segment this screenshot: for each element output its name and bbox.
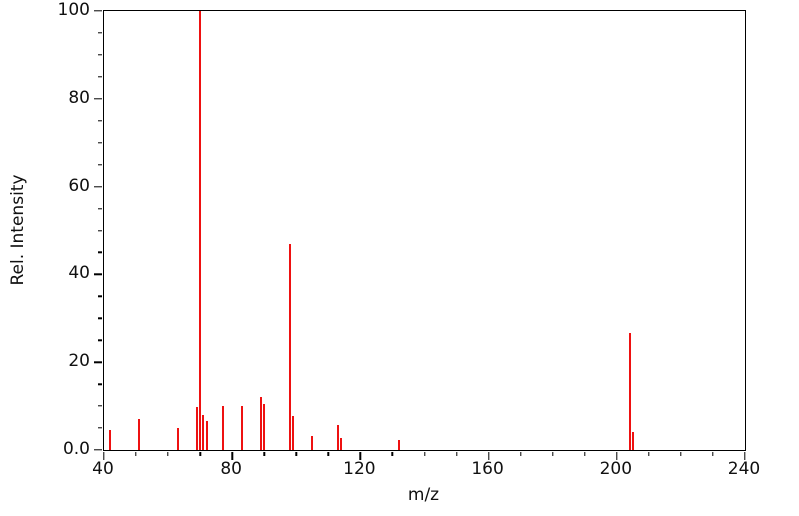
x-minor-tick <box>167 451 169 457</box>
y-minor-tick <box>97 251 103 254</box>
x-major-tick <box>744 451 746 460</box>
x-minor-tick <box>648 451 650 457</box>
y-tick-label: 40 <box>68 263 90 284</box>
x-tick-label: 200 <box>599 459 633 479</box>
y-tick-label: 0.0 <box>62 439 90 459</box>
x-axis-title: m/z <box>407 485 440 505</box>
y-minor-tick <box>97 163 103 166</box>
x-major-tick <box>616 451 618 460</box>
y-minor-tick <box>97 405 103 407</box>
y-minor-tick <box>97 295 103 298</box>
x-minor-tick <box>680 451 682 457</box>
x-tick-label: 40 <box>92 459 114 479</box>
spectrum-peak <box>631 431 634 450</box>
x-minor-tick <box>327 451 330 457</box>
y-minor-tick <box>97 229 103 232</box>
x-minor-tick <box>712 451 714 457</box>
spectrum-peak <box>138 418 141 450</box>
x-minor-tick <box>295 451 297 457</box>
y-minor-tick <box>97 207 103 210</box>
y-major-tick <box>94 98 103 100</box>
y-tick-label: 20 <box>68 351 90 372</box>
x-tick-label: 120 <box>343 459 376 479</box>
y-minor-tick <box>97 76 103 78</box>
spectrum-peak <box>311 435 314 450</box>
x-minor-tick <box>263 451 265 457</box>
spectrum-peak <box>199 11 202 450</box>
y-minor-tick <box>97 32 103 34</box>
spectrum-peak <box>240 405 243 450</box>
y-minor-tick <box>97 383 103 385</box>
spectrum-peak <box>336 425 339 450</box>
y-major-tick <box>94 449 103 451</box>
plot-area <box>94 10 746 460</box>
spectrum-peak <box>260 396 263 450</box>
x-major-tick <box>103 451 105 460</box>
spectrum-peak <box>109 430 112 450</box>
spectrum-peak <box>288 243 291 450</box>
x-minor-tick <box>135 451 137 457</box>
x-minor-tick <box>551 451 554 457</box>
spectrum-peak <box>195 406 198 450</box>
spectrum-peak <box>205 421 208 450</box>
x-major-tick <box>487 451 490 460</box>
y-major-tick <box>94 273 103 276</box>
x-minor-tick <box>519 451 522 457</box>
x-tick-label: 160 <box>471 459 504 479</box>
spectrum-peak <box>263 404 266 450</box>
x-major-tick <box>231 451 233 460</box>
y-tick-label: 80 <box>68 87 90 108</box>
spectrum-peak <box>397 439 400 450</box>
y-major-tick <box>94 185 103 188</box>
x-tick-label: 80 <box>220 459 242 479</box>
spectrum-peak <box>221 405 224 450</box>
y-minor-tick <box>97 141 103 144</box>
x-minor-tick <box>455 451 458 457</box>
y-major-tick <box>94 10 103 12</box>
x-minor-tick <box>584 451 586 457</box>
spectrum-peak <box>292 416 295 450</box>
spectrum-peak <box>176 427 179 450</box>
y-minor-tick <box>97 427 103 429</box>
x-tick-label: 240 <box>727 459 761 479</box>
y-minor-tick <box>97 339 103 341</box>
y-major-tick <box>94 361 103 363</box>
x-minor-tick <box>199 451 201 457</box>
x-major-tick <box>359 451 362 460</box>
spectrum-peak <box>340 438 343 450</box>
y-minor-tick <box>97 317 103 319</box>
y-minor-tick <box>97 120 103 122</box>
x-minor-tick <box>423 451 426 457</box>
spectrum-peak <box>628 333 631 450</box>
y-tick-label: 60 <box>68 175 90 196</box>
spectrum-peak <box>202 415 205 450</box>
y-tick-label: 100 <box>57 0 90 20</box>
x-minor-tick <box>391 451 394 457</box>
y-minor-tick <box>97 54 103 56</box>
